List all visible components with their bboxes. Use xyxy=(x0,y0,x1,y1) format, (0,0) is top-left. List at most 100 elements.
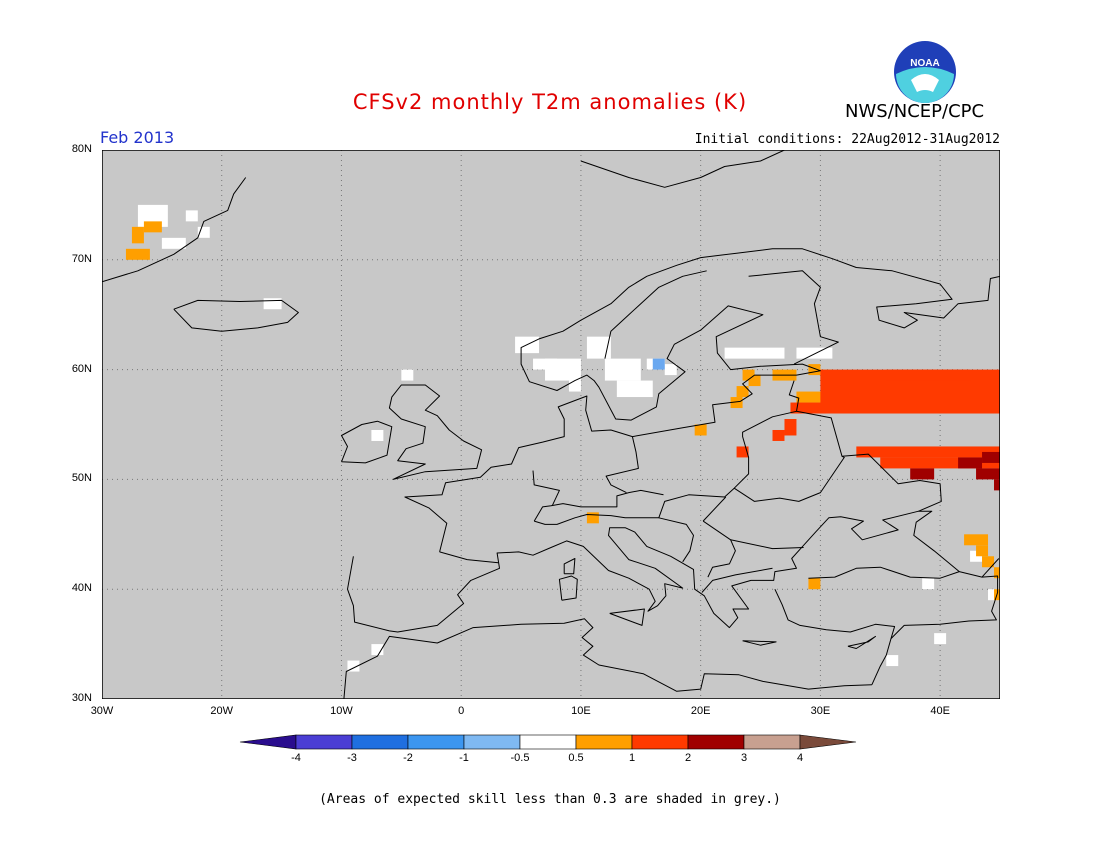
anomaly-cell xyxy=(880,457,1000,469)
anomaly-cell xyxy=(958,457,983,469)
anomaly-cell xyxy=(371,644,384,656)
coastline xyxy=(796,410,942,512)
longitude-label: 20W xyxy=(210,705,234,717)
colorbar-segment xyxy=(519,734,577,750)
anomaly-cell xyxy=(796,347,833,359)
colorbar-arrow-low xyxy=(239,734,297,750)
colorbar-segment xyxy=(631,734,689,750)
coastline xyxy=(733,455,845,502)
colorbar-tick-label: -4 xyxy=(291,752,301,764)
colorbar-segment xyxy=(407,734,465,750)
anomaly-cell xyxy=(137,204,168,227)
anomaly-cell xyxy=(604,358,641,381)
anomaly-cell xyxy=(784,419,797,436)
coastline xyxy=(388,384,483,480)
anomaly-cell xyxy=(922,369,971,381)
coastline xyxy=(658,517,694,563)
anomaly-cell xyxy=(796,391,833,403)
anomaly-cell xyxy=(982,451,1000,463)
anomaly-cell xyxy=(664,364,677,376)
coastline xyxy=(748,270,839,365)
coastline xyxy=(604,270,707,359)
colorbar-segment xyxy=(687,734,745,750)
colorbar-arrow-high xyxy=(799,734,857,750)
anomaly-cell xyxy=(994,479,1000,491)
coastline xyxy=(890,575,999,639)
colorbar-tick-label: 1 xyxy=(628,752,636,764)
colorbar-tick-label: 3 xyxy=(740,752,748,764)
longitude-label: 0 xyxy=(458,705,465,717)
latitude-label: 30N xyxy=(71,692,92,704)
longitude-label: 10E xyxy=(571,705,591,717)
coastline xyxy=(702,496,727,522)
colorbar-segment xyxy=(575,734,633,750)
anomaly-cell xyxy=(934,633,947,645)
coastline xyxy=(609,608,645,626)
anomaly-cell xyxy=(586,336,611,359)
anomaly-map xyxy=(102,150,1000,699)
map-background xyxy=(102,150,1000,699)
colorbar-tick-label: -1 xyxy=(459,752,469,764)
longitude-label: 30W xyxy=(90,705,114,717)
anomaly-cell xyxy=(736,386,749,398)
coastline xyxy=(563,558,576,575)
coastline xyxy=(558,575,578,601)
anomaly-cell xyxy=(910,468,935,480)
coastline xyxy=(439,551,499,564)
latitude-label: 80N xyxy=(71,143,92,155)
latitude-label: 40N xyxy=(71,582,92,595)
noaa-logo-text: NOAA xyxy=(910,58,939,69)
coastline xyxy=(534,380,800,525)
latitude-label: 70N xyxy=(71,252,92,265)
anomaly-cell xyxy=(982,556,995,568)
colorbar-segment xyxy=(295,734,353,750)
colorbar-segment xyxy=(463,734,521,750)
anomaly-cell xyxy=(976,545,989,557)
anomaly-cell xyxy=(545,358,581,381)
colorbar xyxy=(239,734,857,750)
anomaly-cell xyxy=(736,446,749,458)
anomaly-cell xyxy=(586,512,599,524)
skill-caption: (Areas of expected skill less than 0.3 a… xyxy=(319,792,781,807)
anomaly-cell xyxy=(886,369,923,381)
anomaly-cell xyxy=(940,380,1000,392)
anomaly-cell xyxy=(922,578,935,590)
coastline xyxy=(173,299,299,332)
coastline xyxy=(532,470,560,507)
anomaly-cell xyxy=(730,397,743,409)
anomaly-cell xyxy=(748,375,761,387)
anomaly-cell xyxy=(161,237,186,249)
noaa-logo: NOAA xyxy=(894,41,956,103)
colorbar-segment xyxy=(743,734,801,750)
coastline xyxy=(774,588,896,685)
anomaly-cell xyxy=(263,298,282,310)
coastline xyxy=(533,489,664,522)
organization-label: NWS/NCEP/CPC xyxy=(845,101,985,122)
anomaly-cell xyxy=(808,364,821,376)
coastline xyxy=(701,567,773,593)
anomaly-cell xyxy=(808,578,821,590)
anomaly-cell xyxy=(125,248,150,260)
anomaly-cell xyxy=(371,429,384,441)
coastline xyxy=(343,618,872,699)
coastline xyxy=(959,558,1000,578)
coastline xyxy=(742,640,777,646)
coastline xyxy=(347,510,960,633)
coastline xyxy=(847,635,876,649)
anomaly-cell xyxy=(790,402,827,414)
anomaly-cell xyxy=(964,534,989,546)
anomaly-cell xyxy=(616,380,653,398)
anomaly-cell xyxy=(652,358,665,370)
anomaly-cell xyxy=(724,347,785,359)
colorbar-tick-label: 0.5 xyxy=(568,752,584,764)
anomaly-cell xyxy=(185,210,198,222)
colorbar-tick-label: -2 xyxy=(403,752,413,764)
anomaly-cell xyxy=(856,446,1000,458)
colorbar-tick-label: 4 xyxy=(796,752,804,764)
colorbar-tick-label: 2 xyxy=(684,752,692,764)
anomaly-cells xyxy=(125,204,1000,672)
longitude-label: 40E xyxy=(930,705,950,717)
anomaly-cell xyxy=(197,226,210,238)
anomaly-cell xyxy=(347,660,360,672)
coastline xyxy=(102,177,247,283)
